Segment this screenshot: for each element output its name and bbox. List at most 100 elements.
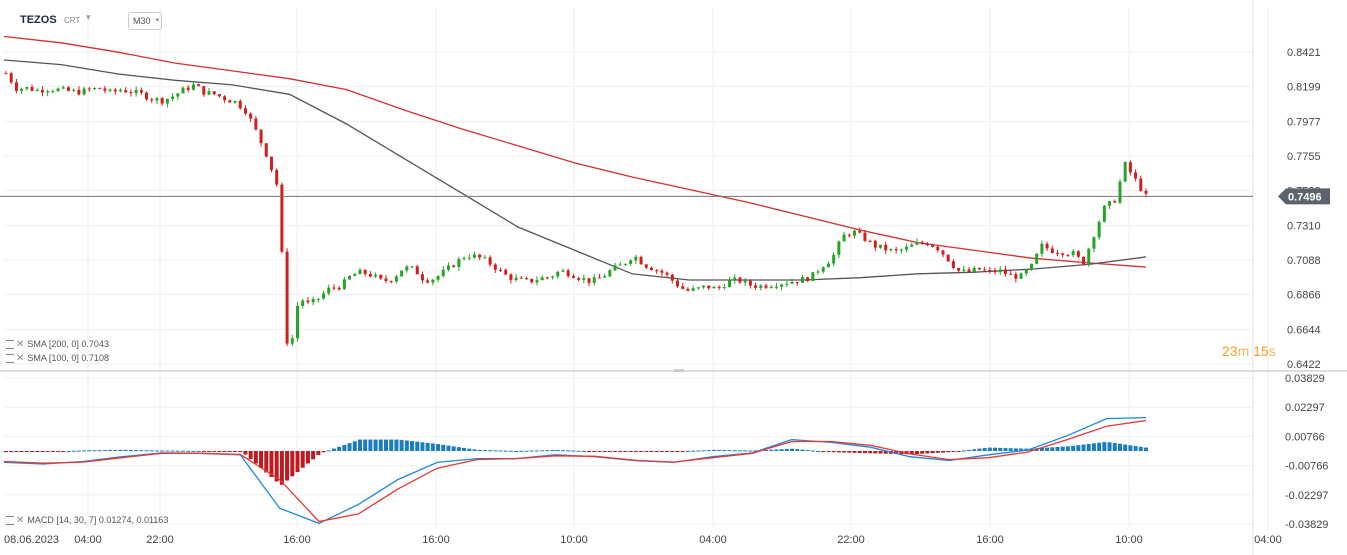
candle-body: [472, 254, 476, 258]
histogram-bar: [868, 451, 873, 454]
histogram-bar: [665, 451, 670, 452]
candle-body: [504, 269, 508, 275]
candle-body: [946, 254, 950, 262]
exchange-label[interactable]: CRT: [64, 16, 81, 25]
candle-body: [420, 274, 424, 281]
histogram-bar: [534, 450, 539, 452]
histogram-bar: [618, 451, 623, 452]
close-icon[interactable]: ✕: [16, 353, 25, 364]
candle-body: [785, 283, 789, 285]
settings-icon[interactable]: [6, 516, 14, 526]
histogram-bar: [311, 451, 316, 460]
histogram-bar: [180, 450, 185, 452]
candle-body: [165, 98, 169, 104]
candle-body: [285, 251, 289, 344]
histogram-bar: [347, 443, 352, 451]
histogram-bar: [295, 451, 300, 473]
last-price-label: 0.7496: [1288, 191, 1322, 203]
histogram-bar: [82, 450, 87, 452]
price-tick-label: 0.6644: [1287, 324, 1321, 336]
panel-resize-handle[interactable]: [674, 369, 684, 372]
candle-body: [608, 270, 612, 277]
candle-body: [145, 92, 149, 100]
histogram-bar: [196, 450, 201, 452]
candle-body: [1009, 273, 1013, 275]
candle-body: [348, 275, 352, 280]
candle-body: [1035, 253, 1039, 264]
histogram-bar: [993, 447, 998, 451]
candle-body: [20, 88, 24, 91]
histogram-bar: [706, 450, 711, 452]
histogram-bar: [285, 451, 290, 481]
candle-body: [191, 84, 195, 90]
candle-body: [551, 276, 555, 278]
symbol-label[interactable]: TEZOS: [20, 14, 57, 26]
histogram-bar: [160, 450, 165, 452]
histogram-bar: [1029, 448, 1034, 451]
histogram-bar: [649, 451, 654, 452]
histogram-bar: [373, 439, 378, 451]
close-icon[interactable]: ✕: [16, 515, 25, 526]
histogram-bar: [587, 451, 592, 452]
candle-body: [957, 268, 961, 271]
candle-body: [972, 267, 976, 272]
histogram-bar: [940, 451, 945, 453]
candle-body: [597, 277, 601, 279]
candle-body: [722, 287, 726, 289]
sma200-legend[interactable]: ✕ SMA [200, 0] 0.7043: [6, 339, 109, 350]
candle-body: [821, 267, 825, 272]
histogram-bar: [727, 450, 732, 452]
histogram-bar: [1039, 447, 1044, 451]
candle-body: [181, 87, 185, 94]
histogram-bar: [894, 451, 899, 455]
candle-body: [129, 92, 133, 94]
candle-body: [462, 258, 466, 260]
histogram-bar: [420, 442, 425, 451]
settings-icon[interactable]: [6, 354, 14, 364]
candle-body: [160, 98, 164, 104]
candle-body: [686, 288, 690, 291]
histogram-bar: [701, 450, 706, 452]
candle-body: [40, 89, 44, 93]
close-icon[interactable]: ✕: [16, 339, 25, 350]
candle-body: [457, 259, 461, 267]
candle-body: [540, 277, 544, 281]
macd-line: [3, 416, 1147, 525]
candle-body: [873, 240, 877, 248]
histogram-bar: [753, 450, 758, 452]
candle-body: [290, 338, 294, 344]
candle-body: [613, 265, 617, 271]
countdown-minutes: 23: [1222, 343, 1238, 359]
histogram-bar: [987, 447, 992, 451]
histogram-bar: [24, 451, 29, 453]
histogram-bar: [154, 450, 159, 452]
histogram-bar: [498, 450, 503, 452]
candle-body: [379, 274, 383, 279]
candle-body: [155, 98, 159, 101]
macd-legend[interactable]: ✕ MACD [14, 30, 7] 0.01274, 0.01163: [6, 515, 168, 526]
histogram-bar: [482, 450, 487, 452]
candle-body: [358, 269, 362, 275]
histogram-bar: [696, 450, 701, 452]
histogram-bar: [514, 450, 519, 452]
candle-body: [1076, 251, 1080, 257]
candle-body: [691, 288, 695, 291]
candle-body: [1144, 190, 1148, 194]
candle-body: [842, 234, 846, 242]
candle-body: [499, 269, 503, 271]
candle-body: [1118, 181, 1122, 203]
candle-body: [738, 277, 742, 283]
histogram-bar: [623, 451, 628, 452]
timeframe-select[interactable]: M30 ▾: [128, 12, 162, 30]
histogram-bar: [451, 446, 456, 451]
histogram-bar: [269, 451, 274, 477]
candle-body: [186, 87, 190, 90]
histogram-bar: [1076, 445, 1081, 451]
settings-icon[interactable]: [6, 340, 14, 350]
last-price-tag: [1278, 188, 1330, 205]
candle-body: [754, 285, 758, 288]
histogram-bar: [998, 447, 1003, 451]
sma100-legend[interactable]: ✕ SMA [100, 0] 0.7108: [6, 353, 109, 364]
chevron-down-icon[interactable]: ▾: [86, 12, 91, 22]
